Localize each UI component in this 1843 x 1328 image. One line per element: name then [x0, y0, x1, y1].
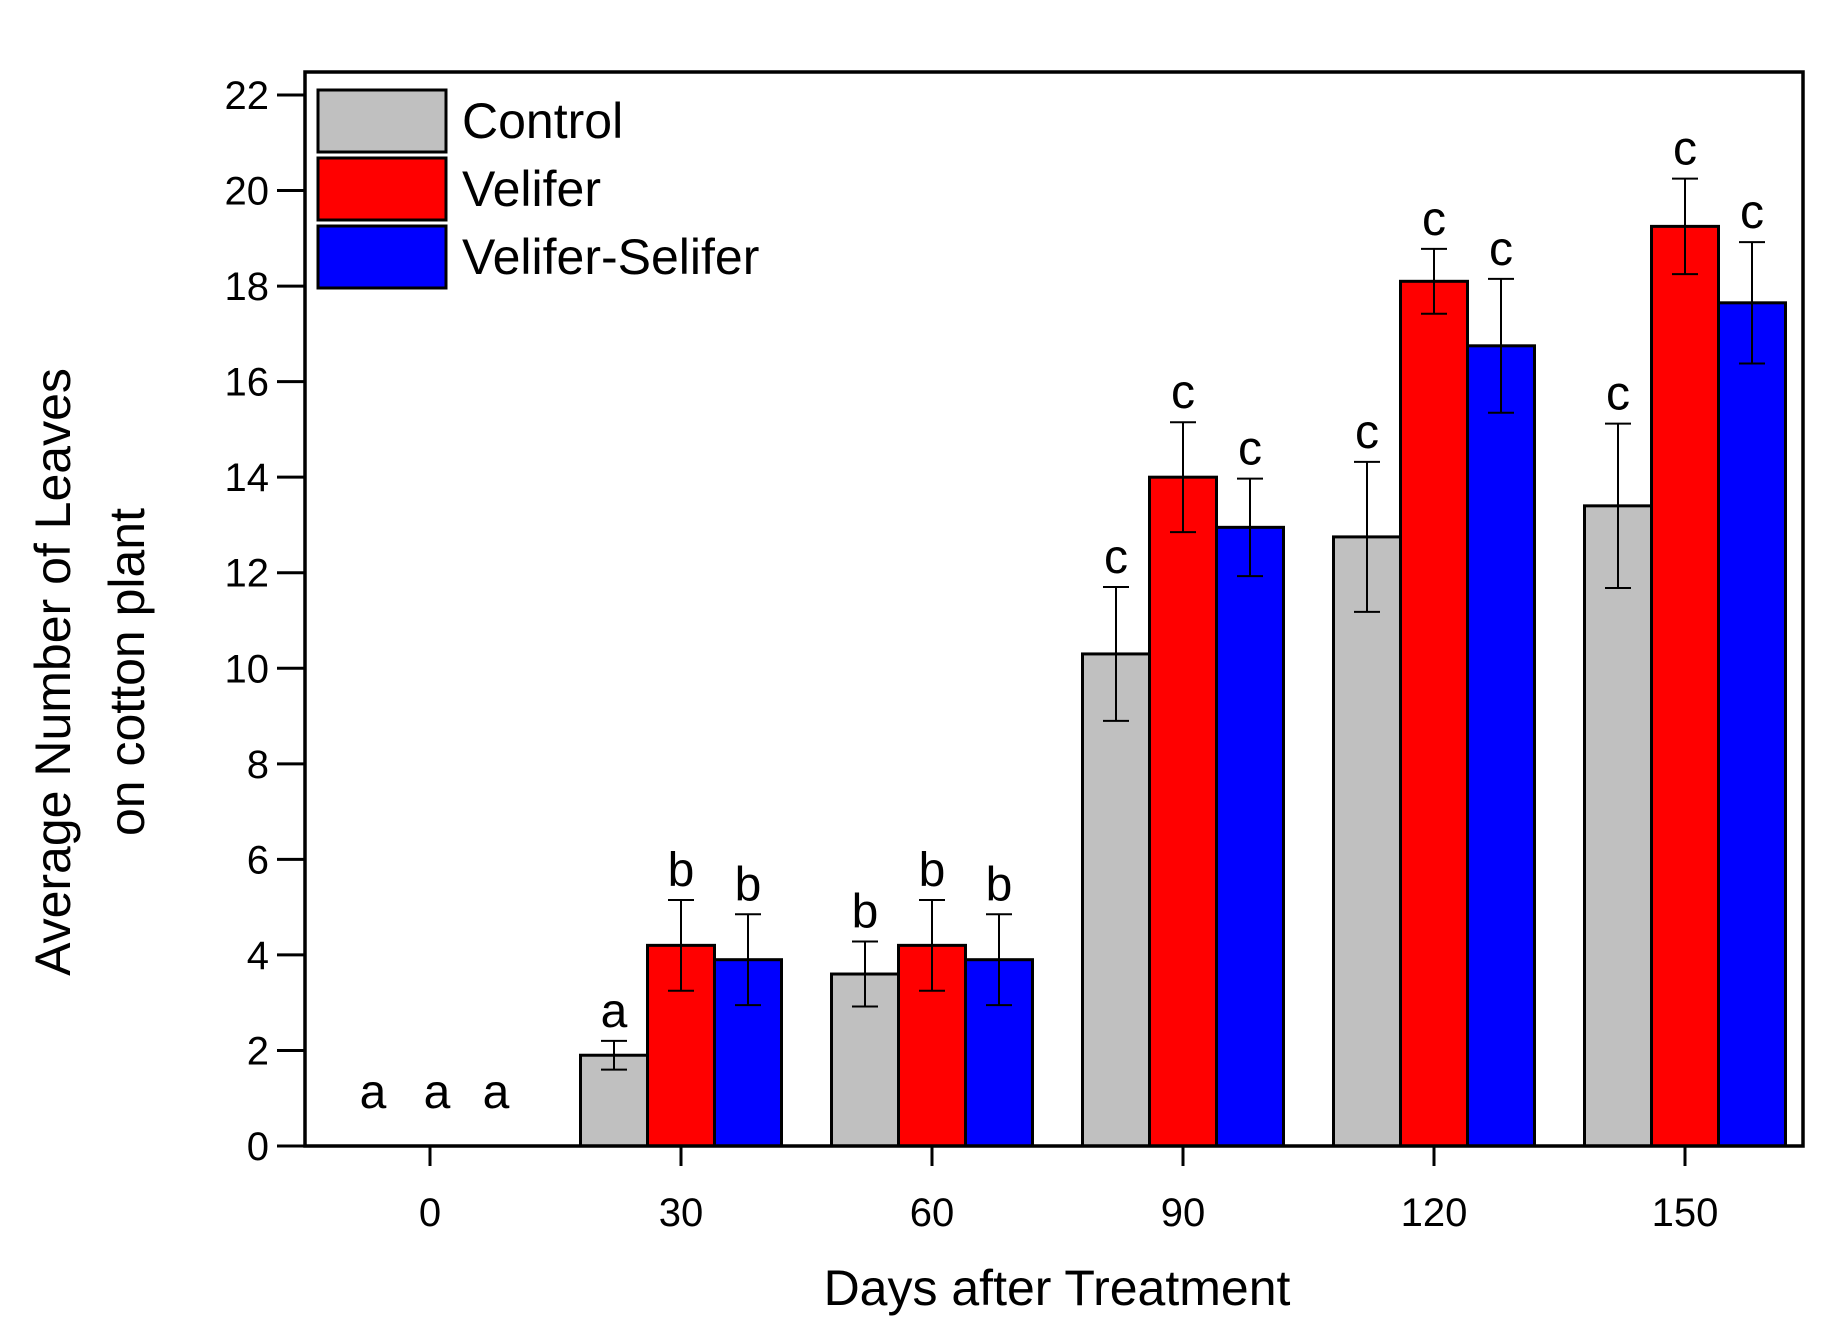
bar [1466, 344, 1536, 1148]
significance-letter: b [919, 844, 946, 897]
significance-letter: b [735, 858, 762, 911]
y-axis-label-line-2: on cotton plant [99, 508, 155, 836]
bar [1332, 535, 1402, 1148]
significance-letter: a [424, 1066, 451, 1119]
y-tick-label: 12 [225, 552, 270, 596]
y-tick-label: 20 [225, 170, 270, 214]
significance-letter: c [1171, 366, 1195, 419]
legend-label: Velifer-Selifer [462, 229, 759, 285]
x-tick-label: 90 [1161, 1191, 1206, 1235]
y-axis: 0 2 4 6 8 10 12 14 16 18 20 22 [225, 74, 305, 1169]
significance-letter: b [668, 844, 695, 897]
significance-letter: c [1673, 123, 1697, 176]
significance-letter: c [1740, 186, 1764, 239]
bar [1399, 279, 1469, 1148]
legend-label: Velifer [462, 161, 601, 217]
bar [1148, 475, 1218, 1148]
significance-letter: c [1238, 423, 1262, 476]
bar [1650, 224, 1720, 1148]
y-tick-label: 2 [247, 1029, 269, 1073]
x-tick-label: 0 [419, 1191, 441, 1235]
significance-letter: c [1489, 223, 1513, 276]
significance-letter: c [1355, 406, 1379, 459]
bar [1215, 525, 1285, 1148]
significance-letter: c [1422, 193, 1446, 246]
y-axis-label: Average Number of Leaves on cotton plant [25, 368, 155, 976]
significance-letter: c [1606, 368, 1630, 421]
y-tick-label: 16 [225, 361, 270, 405]
significance-letter: a [601, 985, 628, 1038]
y-tick-label: 4 [247, 934, 269, 978]
y-tick-label: 0 [247, 1125, 269, 1169]
plot-frame [303, 70, 1805, 1148]
legend-label: Control [462, 93, 623, 149]
x-axis-label: Days after Treatment [824, 1260, 1291, 1316]
y-tick-label: 22 [225, 74, 270, 118]
legend-swatch [316, 88, 448, 154]
significance-letter: b [986, 858, 1013, 911]
error-bars-layer [601, 177, 1765, 1071]
bar [1717, 301, 1787, 1148]
bars-layer [579, 224, 1787, 1148]
legend-swatch [316, 224, 448, 290]
bar [1583, 504, 1653, 1148]
y-tick-label: 6 [247, 838, 269, 882]
significance-letter: a [360, 1066, 387, 1119]
x-tick-label: 30 [659, 1191, 704, 1235]
legend: Control Velifer Velifer-Selifer [316, 88, 759, 290]
significance-letter: a [483, 1066, 510, 1119]
x-tick-label: 120 [1401, 1191, 1468, 1235]
x-tick-label: 60 [910, 1191, 955, 1235]
y-tick-label: 18 [225, 265, 270, 309]
x-axis: 0 30 60 90 120 150 [419, 1146, 1719, 1235]
significance-letter: c [1104, 531, 1128, 584]
x-tick-label: 150 [1652, 1191, 1719, 1235]
significance-letter: b [852, 886, 879, 939]
y-tick-label: 14 [225, 456, 270, 500]
legend-swatch [316, 156, 448, 222]
y-tick-label: 8 [247, 743, 269, 787]
y-axis-label-line-1: Average Number of Leaves [25, 368, 81, 976]
bar [1081, 652, 1151, 1148]
y-tick-label: 10 [225, 647, 270, 691]
